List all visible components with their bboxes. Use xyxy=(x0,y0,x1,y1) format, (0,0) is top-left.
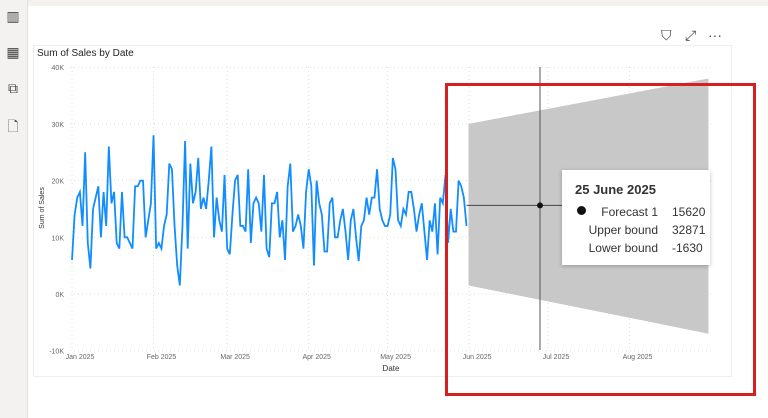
dax-query-icon[interactable]: 🗋 xyxy=(7,118,19,134)
y-tick-label: -10K xyxy=(49,349,64,356)
y-tick-label: 0K xyxy=(55,292,64,299)
view-switcher-rail: ▥ ▦ ⧉ 🗋 xyxy=(0,0,28,418)
highlight-rectangle xyxy=(445,83,756,396)
report-view-icon[interactable]: ▥ xyxy=(6,8,20,24)
tooltip: 25 June 2025 Forecast 1 15620 Upper bound… xyxy=(562,170,710,265)
chart-title: Sum of Sales by Date xyxy=(37,48,134,59)
x-axis-label: Date xyxy=(383,364,400,373)
y-tick-label: 10K xyxy=(52,235,65,242)
y-tick-label: 40K xyxy=(52,65,65,72)
focus-mode-icon[interactable]: ⤢ xyxy=(685,27,697,43)
x-tick-label: Feb 2025 xyxy=(147,354,177,361)
x-tick-label: Jan 2025 xyxy=(66,354,95,361)
x-tick-label: Apr 2025 xyxy=(302,354,331,361)
x-tick-label: May 2025 xyxy=(380,354,411,361)
y-tick-label: 30K xyxy=(52,122,65,129)
x-tick-label: Mar 2025 xyxy=(220,354,250,361)
more-options-icon[interactable]: ··· xyxy=(708,27,722,43)
x-tick-label: Jul 2025 xyxy=(543,354,570,361)
filter-icon[interactable]: ⛉ xyxy=(661,27,672,43)
model-view-icon[interactable]: ⧉ xyxy=(8,80,18,96)
x-tick-label: Aug 2025 xyxy=(623,354,653,361)
table-view-icon[interactable]: ▦ xyxy=(6,44,20,60)
y-axis-label: Sum of Sales xyxy=(39,187,46,229)
crosshair-point xyxy=(537,202,543,209)
sales-line xyxy=(71,135,468,286)
forecast-marker-icon xyxy=(577,206,586,215)
y-tick-label: 20K xyxy=(52,179,65,186)
x-tick-label: Jun 2025 xyxy=(463,354,492,361)
tooltip-date: 25 June 2025 xyxy=(575,182,656,197)
